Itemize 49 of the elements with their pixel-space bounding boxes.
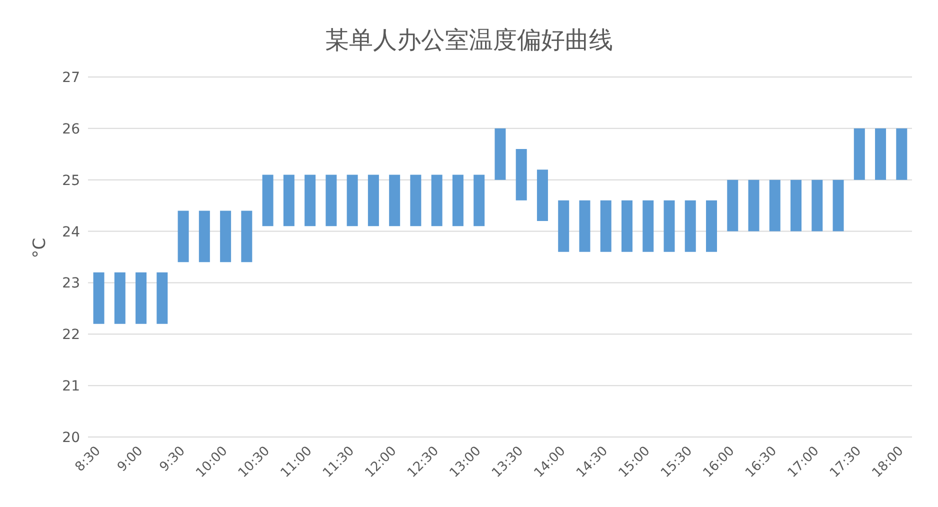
bar (283, 174, 294, 226)
bar (812, 180, 823, 232)
chart-title: 某单人办公室温度偏好曲线 (324, 25, 614, 56)
bar (452, 174, 464, 226)
bar (346, 174, 358, 226)
bar (727, 180, 738, 232)
bar (494, 128, 506, 180)
bar (832, 180, 844, 232)
bar (389, 174, 400, 226)
bar (178, 210, 189, 262)
bar (241, 210, 252, 262)
bar (262, 174, 274, 226)
bar (474, 174, 485, 226)
bar (684, 200, 696, 252)
bar (156, 272, 168, 324)
bar (368, 174, 379, 226)
bar (198, 210, 210, 262)
bar (769, 180, 780, 232)
bar (706, 200, 717, 252)
bar (536, 170, 548, 221)
y-tick-label: 20 (62, 430, 80, 446)
bar (304, 174, 316, 226)
bar (600, 200, 612, 252)
bar (220, 210, 232, 262)
bar (664, 200, 675, 252)
bar (621, 200, 632, 252)
y-tick-label: 21 (62, 378, 80, 395)
bar (431, 174, 442, 226)
bar (642, 200, 654, 252)
y-tick-label: 23 (62, 276, 80, 292)
bar (516, 149, 527, 200)
bar (93, 272, 104, 324)
bar (748, 180, 760, 232)
bar (854, 128, 865, 180)
bar (136, 272, 147, 324)
y-tick-label: 26 (62, 121, 80, 138)
bar (579, 200, 590, 252)
y-tick-label: 25 (62, 172, 80, 189)
y-axis-title: °C (30, 238, 50, 258)
bar (326, 174, 337, 226)
bar (896, 128, 908, 180)
bar (790, 180, 802, 232)
bar (875, 128, 886, 180)
bar (558, 200, 570, 252)
y-tick-label: 24 (62, 224, 80, 240)
y-tick-label: 27 (62, 70, 80, 86)
bar (410, 174, 422, 226)
y-tick-label: 22 (62, 327, 80, 344)
bar (114, 272, 126, 324)
